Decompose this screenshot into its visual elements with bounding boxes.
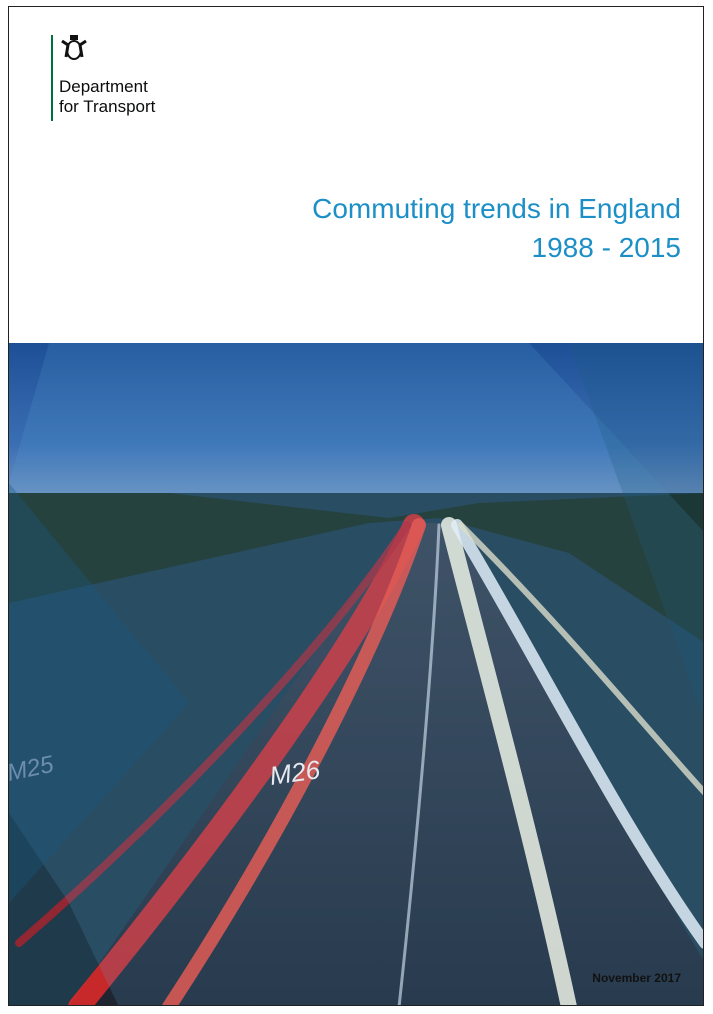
overlay-right (569, 343, 703, 718)
light-trails (15, 514, 703, 1005)
white-trail (458, 522, 703, 796)
lane-line (397, 523, 441, 1005)
royal-crest (61, 35, 87, 60)
cover: M26 M25 Department for Transport Commuti… (8, 6, 704, 1006)
organisation-line: for Transport (59, 97, 156, 116)
white-trail (441, 517, 577, 1005)
publication-date: November 2017 (592, 971, 681, 985)
overlay-left (9, 483, 189, 903)
organisation: Department for Transport (59, 77, 155, 117)
title-line: Commuting trends in England (312, 193, 681, 224)
organisation-line: Department (59, 77, 148, 96)
title: Commuting trends in England 1988 - 2015 (312, 189, 681, 267)
title-line: 1988 - 2015 (531, 232, 681, 263)
red-trail (68, 514, 425, 1005)
red-trail (162, 518, 426, 1005)
trees (9, 493, 703, 642)
crest-supporters (61, 39, 87, 58)
red-trail (15, 521, 411, 947)
crest-shield (66, 40, 82, 60)
cover-photo: M26 M25 (9, 343, 703, 1005)
sky (9, 343, 703, 513)
overlay-shape (9, 343, 703, 1005)
logo-bar (51, 35, 53, 121)
road-marking: M26 (268, 754, 323, 791)
white-trail (451, 519, 703, 949)
crest-crown (70, 35, 78, 40)
